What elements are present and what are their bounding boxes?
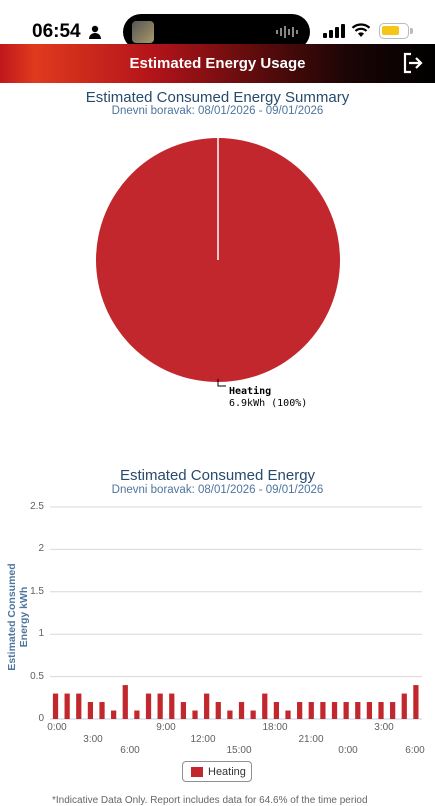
bar-heating[interactable]	[134, 710, 140, 719]
x-tick-label: 18:00	[262, 722, 288, 733]
summary-chart-title: Estimated Consumed Energy Summary	[85, 89, 350, 106]
wifi-icon	[351, 23, 371, 37]
x-tick-label: 0:00	[47, 722, 67, 733]
bar-heating[interactable]	[285, 710, 291, 719]
x-tick-label: 3:00	[374, 722, 394, 733]
bar-heating[interactable]	[308, 702, 314, 719]
y-tick-label: 2	[38, 543, 44, 555]
bar-heating[interactable]	[204, 693, 210, 719]
energy-chart-subtitle: Dnevni boravak: 08/01/2026 - 09/01/2026	[111, 484, 324, 496]
bar-heating[interactable]	[238, 702, 245, 719]
bar-heating[interactable]	[413, 685, 419, 719]
bar-heating[interactable]	[169, 693, 175, 719]
y-tick-label: 2.5	[30, 501, 44, 512]
x-tick-label: 21:00	[298, 734, 324, 745]
x-tick-label: 3:00	[83, 734, 103, 745]
bar-heating[interactable]	[87, 702, 94, 719]
bar-heating[interactable]	[99, 702, 105, 719]
y-tick-label: 0.5	[30, 670, 44, 682]
y-tick-label: 1.5	[30, 585, 44, 597]
person-icon	[89, 25, 101, 39]
bar-heating[interactable]	[355, 702, 361, 719]
bar-heating[interactable]	[111, 710, 117, 719]
summary-pie-chart	[96, 138, 340, 387]
now-playing-artwork	[132, 21, 154, 43]
legend-swatch	[191, 767, 203, 777]
y-tick-label: 0	[38, 713, 44, 724]
legend-label: Heating	[208, 766, 246, 778]
pie-label-name: Heating	[229, 386, 272, 397]
pie-connector-line	[217, 379, 226, 387]
bar-heating[interactable]	[390, 702, 396, 719]
x-tick-label: 0:00	[338, 745, 358, 756]
bar-heating[interactable]	[320, 702, 326, 719]
bar-heating[interactable]	[250, 710, 256, 719]
bar-heating[interactable]	[76, 693, 82, 719]
bar-heating[interactable]	[378, 702, 384, 719]
bar-heating[interactable]	[366, 702, 373, 719]
bar-heating[interactable]	[215, 702, 221, 719]
x-tick-label: 6:00	[405, 745, 425, 756]
y-tick-label: 1	[38, 628, 44, 640]
x-tick-label: 12:00	[190, 734, 216, 745]
battery-icon	[379, 23, 413, 39]
cellular-signal-icon	[323, 24, 345, 38]
bar-heating[interactable]	[262, 693, 268, 719]
bar-heating[interactable]	[122, 685, 128, 719]
page-title: Estimated Energy Usage	[129, 55, 306, 72]
bar-heating[interactable]	[401, 693, 407, 719]
audio-waveform-icon	[276, 26, 298, 38]
x-tick-label: 15:00	[226, 745, 252, 756]
bar-heating[interactable]	[273, 702, 280, 719]
summary-chart-subtitle: Dnevni boravak: 08/01/2026 - 09/01/2026	[111, 105, 324, 117]
bar-heating[interactable]	[52, 693, 59, 719]
pie-label-value: 6.9kWh (100%)	[229, 398, 308, 409]
logout-icon[interactable]	[400, 50, 426, 76]
bar-heating[interactable]	[64, 693, 70, 719]
footnote: *Indicative Data Only. Report includes d…	[52, 795, 368, 806]
app-header: Estimated Energy Usage	[0, 44, 435, 83]
bar-heating[interactable]	[157, 693, 163, 719]
bar-heating[interactable]	[331, 702, 338, 719]
bar-heating[interactable]	[343, 702, 349, 719]
bar-heating[interactable]	[192, 710, 198, 719]
x-tick-label: 9:00	[156, 722, 176, 733]
legend-heating[interactable]: Heating	[182, 761, 252, 782]
energy-chart-title: Estimated Consumed Energy	[119, 467, 316, 484]
status-time: 06:54	[32, 21, 81, 42]
bar-heating[interactable]	[297, 702, 303, 719]
bar-heating[interactable]	[227, 710, 233, 719]
x-tick-label: 6:00	[120, 745, 140, 756]
bar-heating[interactable]	[145, 693, 152, 719]
bar-heating[interactable]	[180, 702, 187, 719]
